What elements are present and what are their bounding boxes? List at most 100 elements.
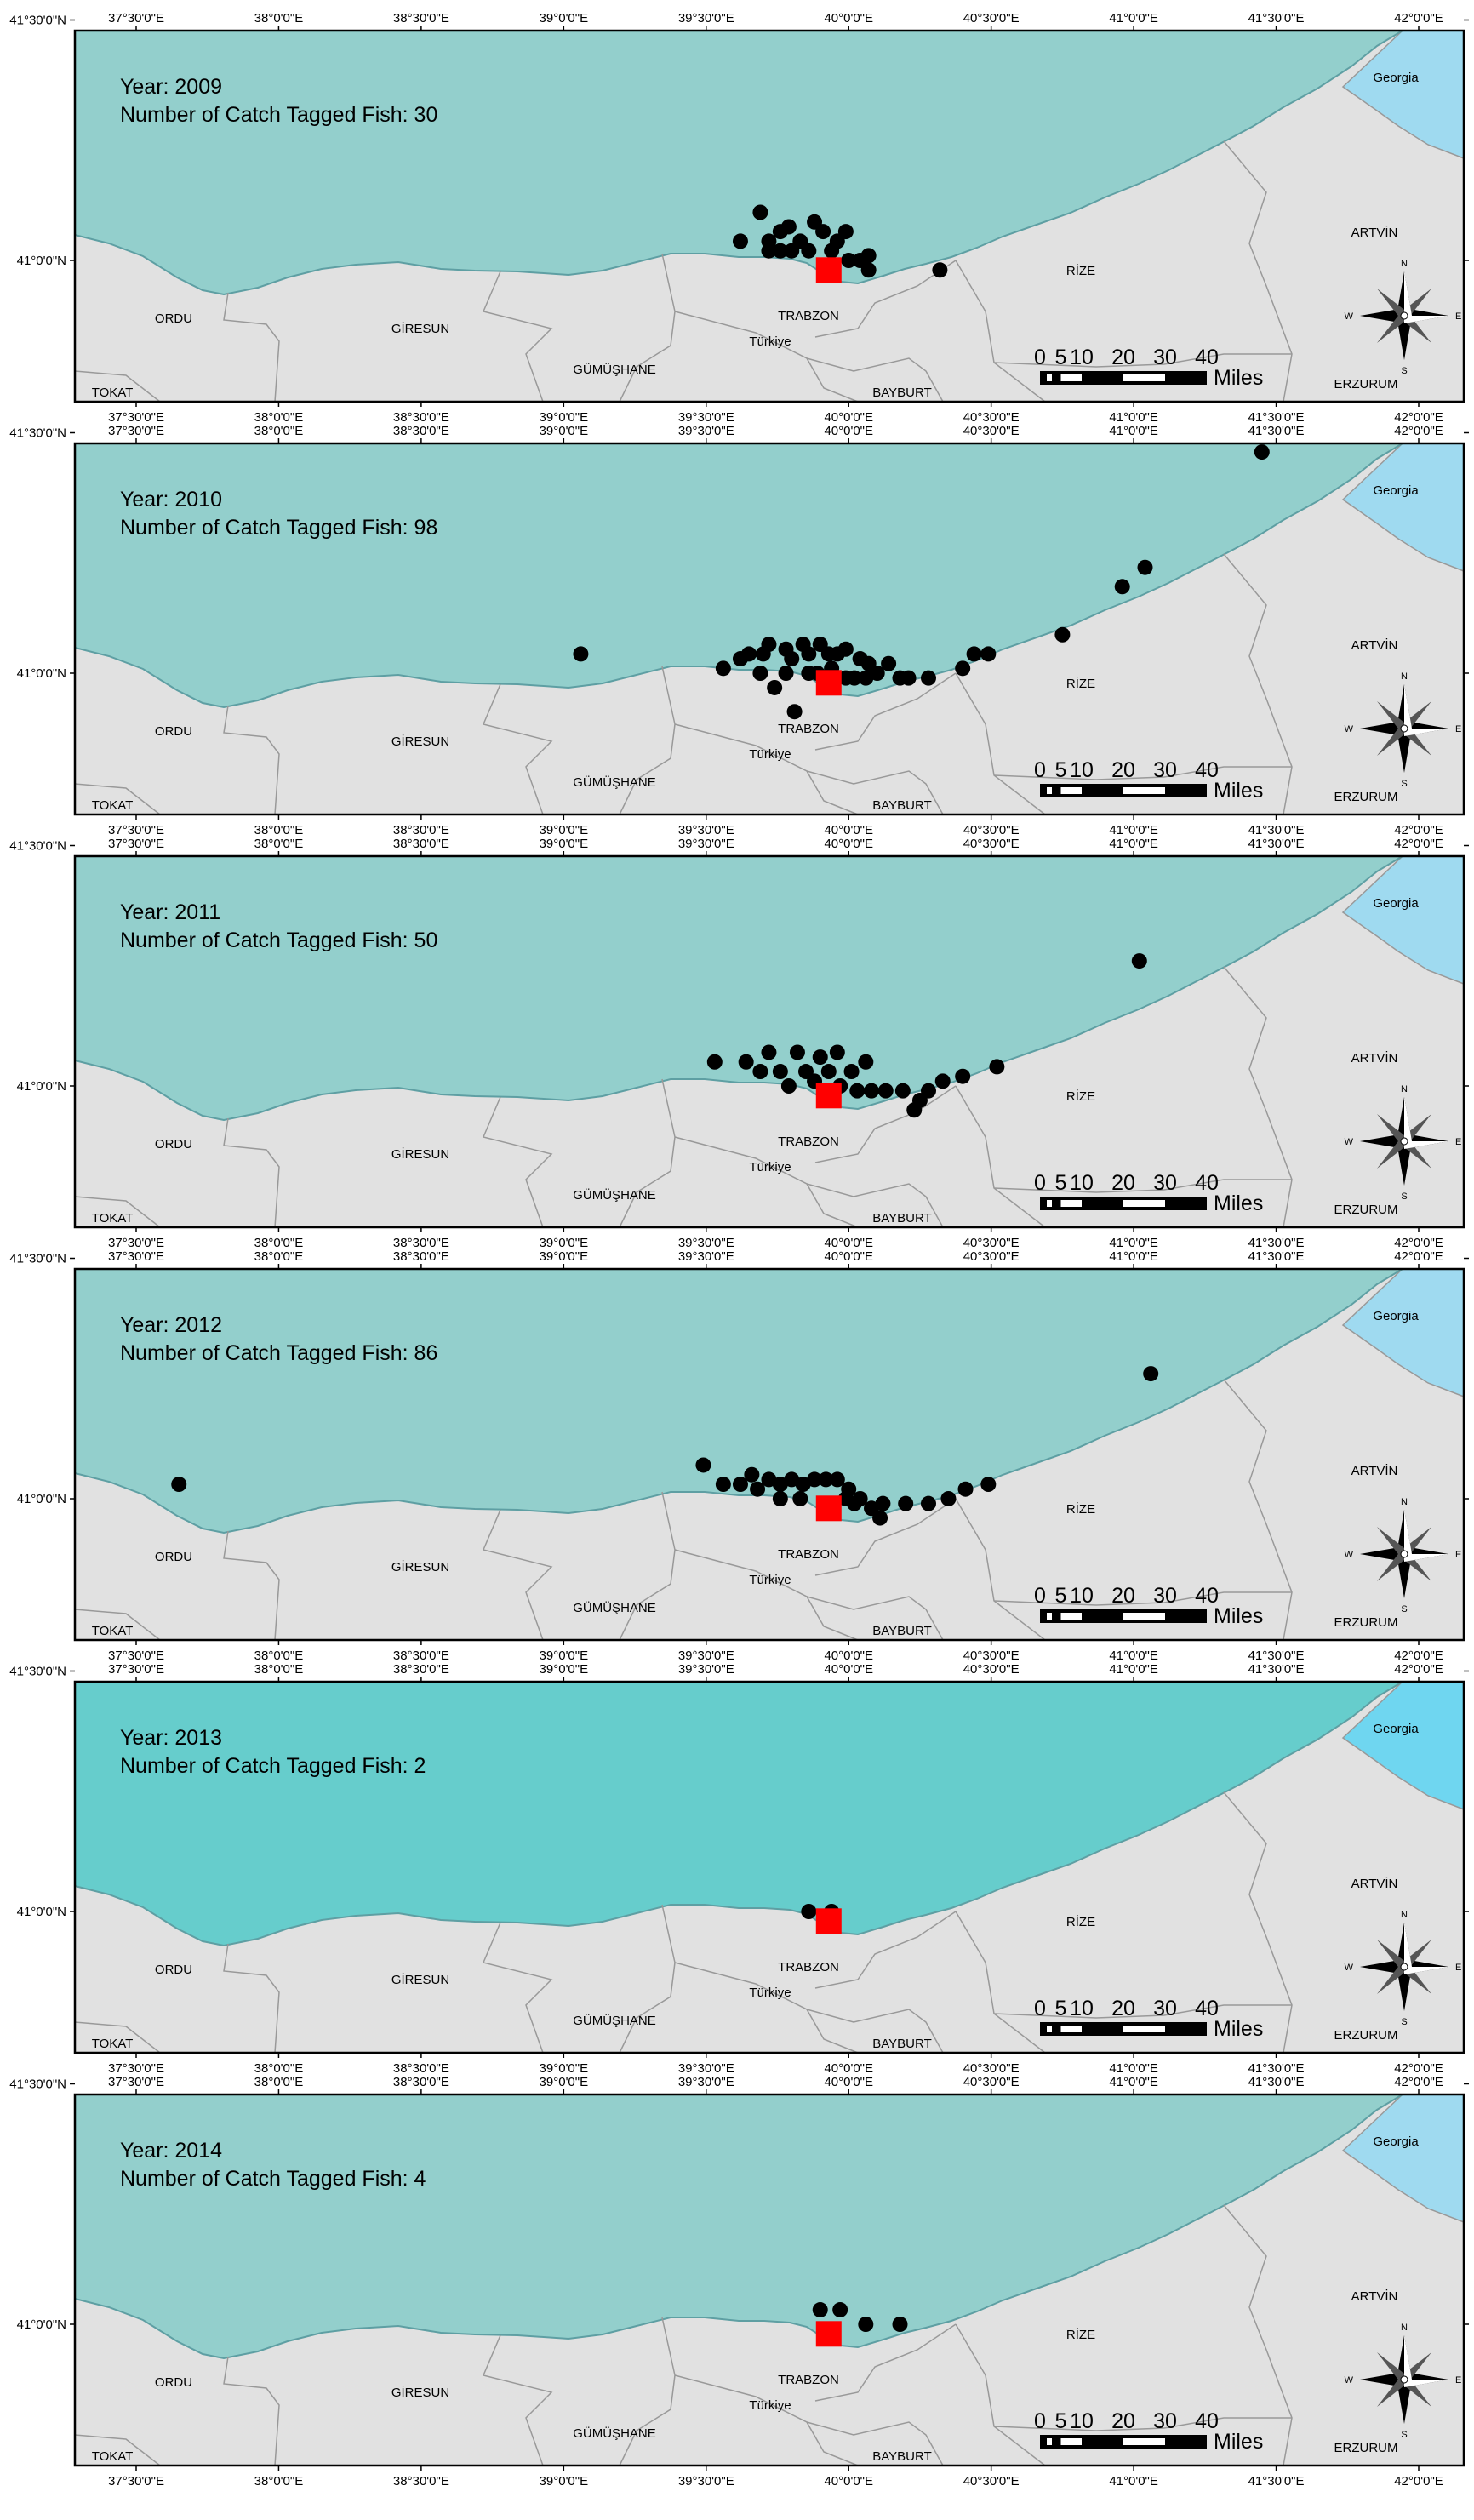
north-arrow-icon	[1360, 1510, 1448, 1598]
rize-label: RİZE	[1066, 676, 1095, 691]
compass-needle	[1404, 1554, 1448, 1562]
province-border	[223, 1117, 280, 1228]
lon-tick-label-bottom: 41°30'0"E	[1248, 823, 1305, 837]
province-border	[955, 672, 1046, 815]
lon-tick-label-bottom: 41°30'0"E	[1248, 410, 1305, 425]
lon-tick-label-bottom: 37°30'0"E	[108, 410, 164, 425]
trabzon-label: TRABZON	[778, 1134, 839, 1149]
lon-tick-label-top: 41°0'0"E	[1109, 2075, 1158, 2089]
lon-tick-label-bottom: 39°0'0"E	[540, 2474, 589, 2489]
lon-tick-label-bottom: 42°0'0"E	[1394, 1236, 1443, 1250]
catch-point	[1054, 626, 1071, 643]
lon-tick-label-top: 39°30'0"E	[678, 1662, 734, 1677]
lon-tick-label-top: 37°30'0"E	[108, 837, 164, 851]
scale-bar-segment	[1060, 2026, 1082, 2032]
catch-point	[780, 219, 797, 235]
lon-tick-label-bottom: 41°30'0"E	[1248, 1236, 1305, 1250]
lon-tick-label-bottom: 40°0'0"E	[824, 2061, 873, 2076]
scale-bar-unit: Miles	[1214, 779, 1263, 803]
province-border	[955, 2323, 1046, 2466]
lon-tick-label-bottom: 39°30'0"E	[678, 1236, 734, 1250]
rize-label: RİZE	[1066, 1089, 1095, 1104]
release-site-marker	[815, 670, 842, 696]
lon-tick-label-bottom: 38°30'0"E	[393, 1649, 449, 1663]
catch-point	[171, 1477, 187, 1493]
catch-point	[1131, 953, 1147, 969]
giresun-label: GİRESUN	[391, 1146, 449, 1162]
compass-needle	[1404, 2380, 1448, 2387]
catch-count-text: Number of Catch Tagged Fish: 30	[120, 103, 437, 127]
lon-tick-label-top: 40°0'0"E	[824, 2075, 873, 2089]
turkiye-label: Türkiye	[749, 1160, 791, 1174]
scale-bar-segment	[1123, 787, 1165, 794]
tokat-label: TOKAT	[92, 798, 134, 813]
erzurum-label: ERZURUM	[1334, 377, 1398, 391]
catch-point	[920, 670, 936, 686]
artvin-label: ARTVİN	[1351, 1463, 1398, 1478]
catch-point	[843, 1064, 860, 1080]
scale-bar-segment	[1047, 1613, 1052, 1620]
province-border	[74, 2434, 161, 2466]
lon-tick-label-top: 40°0'0"E	[824, 1662, 873, 1677]
province-border	[814, 260, 957, 338]
lon-tick-label-bottom: 39°0'0"E	[540, 823, 589, 837]
catch-point	[750, 1481, 766, 1497]
catch-point	[732, 233, 748, 249]
scale-bar-segment	[1047, 2438, 1052, 2445]
sea-area	[75, 1269, 1403, 1533]
catch-point	[752, 666, 768, 681]
lon-tick-label-top: 42°0'0"E	[1394, 837, 1443, 851]
compass-e-label: E	[1455, 724, 1461, 734]
catch-point	[858, 670, 874, 686]
scale-bar-tick: 5	[1055, 1997, 1067, 2020]
compass-s-label: S	[1401, 2430, 1407, 2440]
lon-tick-label-bottom: 40°30'0"E	[963, 2061, 1020, 2076]
lon-tick-label-bottom: 41°0'0"E	[1109, 823, 1158, 837]
province-border	[482, 683, 553, 815]
catch-point	[898, 1495, 914, 1511]
province-border	[74, 370, 161, 403]
north-arrow-icon	[1360, 271, 1448, 360]
year-text: Year: 2013	[120, 1726, 222, 1750]
compass-needle	[1404, 271, 1412, 316]
compass-w-label: W	[1345, 1963, 1354, 1973]
scale-bar-tick: 10	[1070, 1584, 1094, 1608]
catch-point	[877, 1083, 894, 1099]
lon-tick-label-top: 37°30'0"E	[108, 11, 164, 26]
compass-w-label: W	[1345, 1137, 1354, 1147]
catch-point	[858, 2317, 874, 2332]
catch-point	[849, 1083, 866, 1099]
lon-tick-label-top: 37°30'0"E	[108, 424, 164, 438]
trabzon-label: TRABZON	[778, 1547, 839, 1562]
scale-bar-segment	[1047, 374, 1052, 381]
scale-bar-tick: 20	[1111, 1997, 1135, 2020]
panel-frame	[73, 2093, 1465, 2467]
lon-tick-label-top: 38°30'0"E	[393, 11, 449, 26]
province-border	[482, 1922, 553, 2054]
compass-n-label: N	[1401, 671, 1408, 682]
tokat-label: TOKAT	[92, 2449, 134, 2464]
coastline	[74, 30, 1403, 296]
scale-bar-segment	[1123, 2438, 1165, 2445]
georgia-label: Georgia	[1373, 483, 1419, 498]
catch-point	[957, 1481, 974, 1497]
scale-bar-tick: 10	[1070, 346, 1094, 369]
lon-tick-label-top: 38°0'0"E	[254, 1662, 304, 1677]
giresun-label: GİRESUN	[391, 321, 449, 336]
year-text: Year: 2009	[120, 75, 222, 99]
lat-tick-label: 41°30'0"N	[9, 426, 66, 441]
lon-tick-label-bottom: 42°0'0"E	[1394, 2061, 1443, 2076]
province-border	[482, 2334, 553, 2466]
year-text: Year: 2011	[120, 900, 220, 924]
rize-label: RİZE	[1066, 1914, 1095, 1929]
lon-tick-label-bottom: 37°30'0"E	[108, 2061, 164, 2076]
catch-count-text: Number of Catch Tagged Fish: 2	[120, 1754, 426, 1778]
georgia-label: Georgia	[1373, 2134, 1419, 2149]
catch-point	[706, 1054, 723, 1070]
catch-point	[1114, 579, 1130, 595]
trabzon-label: TRABZON	[778, 2373, 839, 2387]
scale-bar-unit: Miles	[1214, 1604, 1263, 1628]
lon-tick-label-top: 40°30'0"E	[963, 11, 1020, 26]
catch-point	[881, 655, 897, 671]
catch-point	[875, 1495, 891, 1511]
